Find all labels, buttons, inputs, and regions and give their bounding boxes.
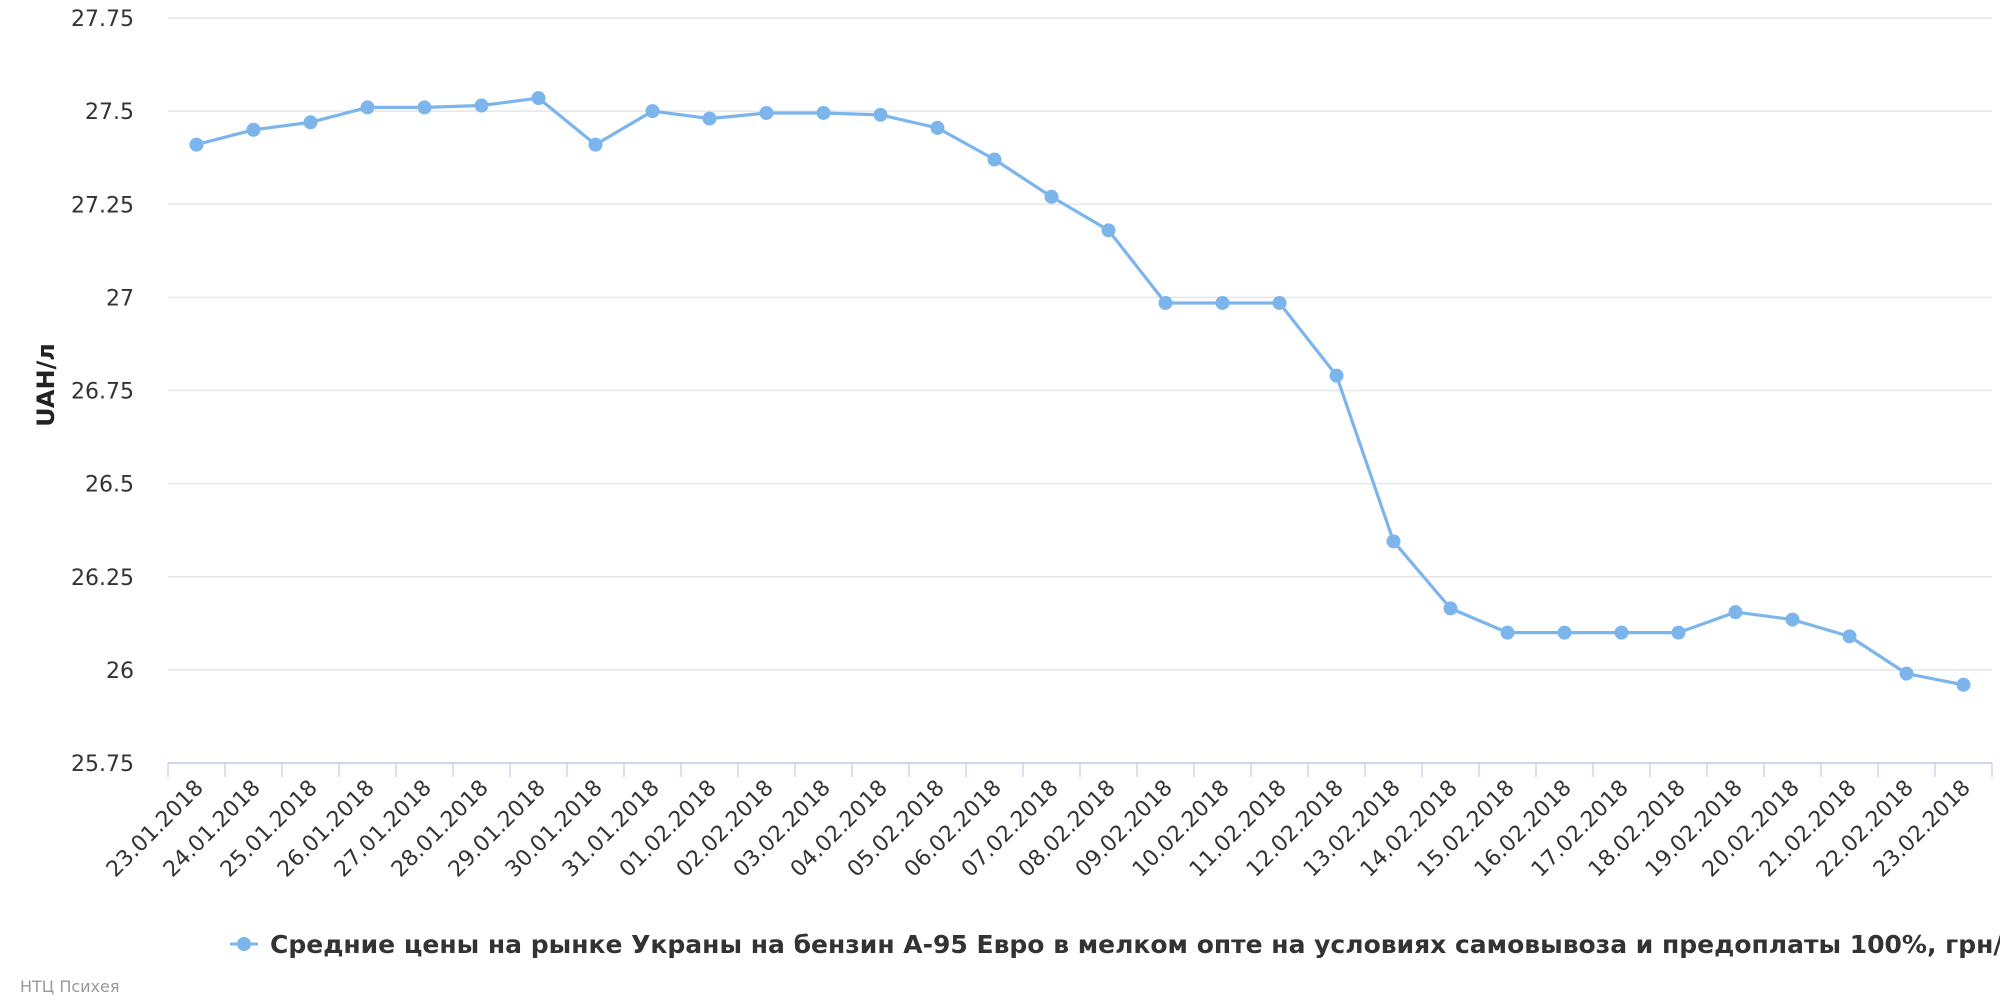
y-axis-title: UAH/л (32, 343, 60, 427)
data-point[interactable] (1557, 625, 1572, 640)
data-point[interactable] (531, 91, 546, 106)
y-tick-label: 26.5 (85, 473, 134, 498)
y-tick-label: 27.75 (71, 7, 134, 32)
data-point[interactable] (360, 100, 375, 115)
legend[interactable]: Средние цены на рынке Украны на бензин А… (230, 930, 2000, 959)
data-point[interactable] (1671, 625, 1686, 640)
data-point[interactable] (1386, 534, 1401, 549)
data-point[interactable] (189, 137, 204, 152)
data-point[interactable] (474, 98, 489, 113)
data-point[interactable] (1785, 612, 1800, 627)
series-line (196, 96, 1964, 687)
x-tick-label: 23.01.2018 (102, 776, 209, 883)
y-tick-label: 26.75 (71, 380, 134, 405)
data-point[interactable] (873, 107, 888, 122)
data-point[interactable] (930, 120, 945, 135)
data-point[interactable] (1842, 629, 1857, 644)
y-axis-tick-labels: 25.75 26 26.25 26.5 26.75 27 27.25 27.5 27.75 (71, 7, 134, 777)
data-point[interactable] (1101, 223, 1116, 238)
y-tick-label: 26 (106, 659, 134, 684)
data-point[interactable] (759, 105, 774, 120)
series-0 (189, 91, 1971, 692)
data-point[interactable] (1158, 295, 1173, 310)
legend-marker-swatch (237, 937, 251, 951)
data-point[interactable] (246, 122, 261, 137)
credits-text: НТЦ Психея (20, 977, 119, 996)
y-tick-label: 27.5 (85, 100, 134, 125)
data-point[interactable] (645, 104, 660, 119)
grid-lines (168, 17, 1992, 671)
legend-series-label: Средние цены на рынке Украны на бензин А… (270, 930, 2000, 959)
y-tick-label: 27 (106, 286, 134, 311)
data-point[interactable] (1329, 368, 1344, 383)
data-point[interactable] (588, 137, 603, 152)
x-axis-tick-labels: 23.01.201824.01.201825.01.201826.01.2018… (102, 776, 1976, 883)
data-point[interactable] (1215, 295, 1230, 310)
data-point[interactable] (1044, 189, 1059, 204)
y-tick-label: 27.25 (71, 193, 134, 218)
data-point[interactable] (1728, 605, 1743, 620)
data-point[interactable] (1614, 625, 1629, 640)
y-tick-label: 25.75 (71, 752, 134, 777)
data-point[interactable] (303, 115, 318, 130)
data-point[interactable] (816, 105, 831, 120)
data-point[interactable] (1500, 625, 1515, 640)
x-axis-tick-marks (167, 763, 1993, 777)
y-tick-label: 26.25 (71, 566, 134, 591)
data-point[interactable] (417, 100, 432, 115)
data-point[interactable] (702, 111, 717, 126)
data-point[interactable] (1956, 677, 1971, 692)
data-point[interactable] (1272, 295, 1287, 310)
data-point[interactable] (987, 152, 1002, 167)
data-point[interactable] (1899, 666, 1914, 681)
data-point[interactable] (1443, 601, 1458, 616)
